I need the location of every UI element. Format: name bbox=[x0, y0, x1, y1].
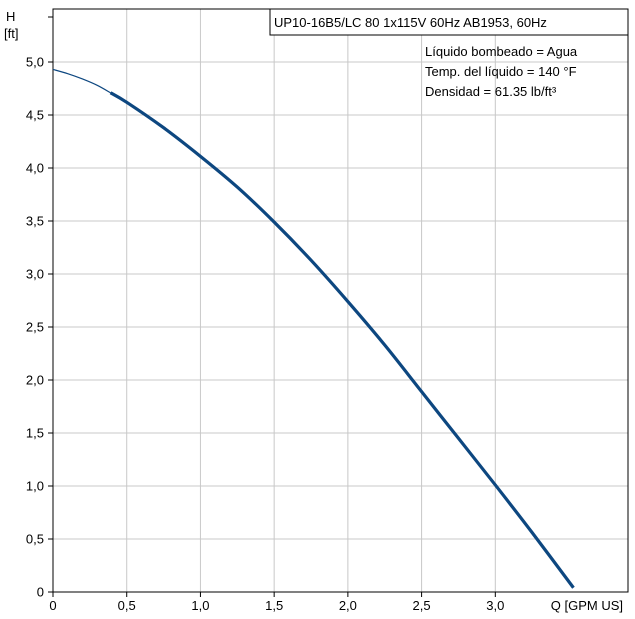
liquid-temperature-label: Temp. del líquido = 140 °F bbox=[425, 64, 577, 79]
axis-ticks: 0 0,5 1,0 1,5 2,0 2,5 3,0 0 0,5 1,0 1,5 2,0 2,5 3,0 3,… bbox=[26, 16, 504, 613]
title-box-frame bbox=[269, 8, 629, 36]
x-axis-title: Q [GPM US] bbox=[551, 598, 623, 613]
y-tick-label: 3,0 bbox=[26, 267, 44, 282]
y-tick-label: 0,5 bbox=[26, 532, 44, 547]
y-tick-label: 3,5 bbox=[26, 214, 44, 229]
pumped-liquid-label: Líquido bombeado = Agua bbox=[425, 44, 578, 59]
y-tick-label: 1,5 bbox=[26, 426, 44, 441]
x-tick-label: 3,0 bbox=[486, 598, 504, 613]
grid bbox=[53, 9, 628, 592]
y-tick-label: 4,5 bbox=[26, 108, 44, 123]
x-tick-label: 0,5 bbox=[118, 598, 136, 613]
fluid-info: Líquido bombeado = Agua Temp. del líquid… bbox=[425, 44, 578, 99]
series-layer bbox=[52, 68, 575, 589]
y-axis-title: H bbox=[6, 9, 15, 24]
y-tick-label: 0 bbox=[37, 585, 44, 600]
chart-title-box: UP10-16B5/LC 80 1x115V 60Hz AB1953, 60Hz bbox=[269, 8, 629, 36]
x-tick-label: 2,0 bbox=[339, 598, 357, 613]
x-tick-label: 1,0 bbox=[191, 598, 209, 613]
x-tick-label: 2,5 bbox=[413, 598, 431, 613]
y-tick-label: 1,0 bbox=[26, 479, 44, 494]
y-tick-label: 4,0 bbox=[26, 161, 44, 176]
density-label: Densidad = 61.35 lb/ft³ bbox=[425, 84, 557, 99]
chart-title: UP10-16B5/LC 80 1x115V 60Hz AB1953, 60Hz bbox=[274, 15, 547, 30]
x-tick-label: 0 bbox=[49, 598, 56, 613]
head-curve-line-0 bbox=[52, 68, 111, 94]
x-tick-label: 1,5 bbox=[265, 598, 283, 613]
y-axis-unit: [ft] bbox=[4, 26, 18, 41]
head-curve-line-1 bbox=[109, 91, 575, 589]
y-tick-label: 2,0 bbox=[26, 373, 44, 388]
y-tick-label: 2,5 bbox=[26, 320, 44, 335]
y-tick-label: 5,0 bbox=[26, 55, 44, 70]
